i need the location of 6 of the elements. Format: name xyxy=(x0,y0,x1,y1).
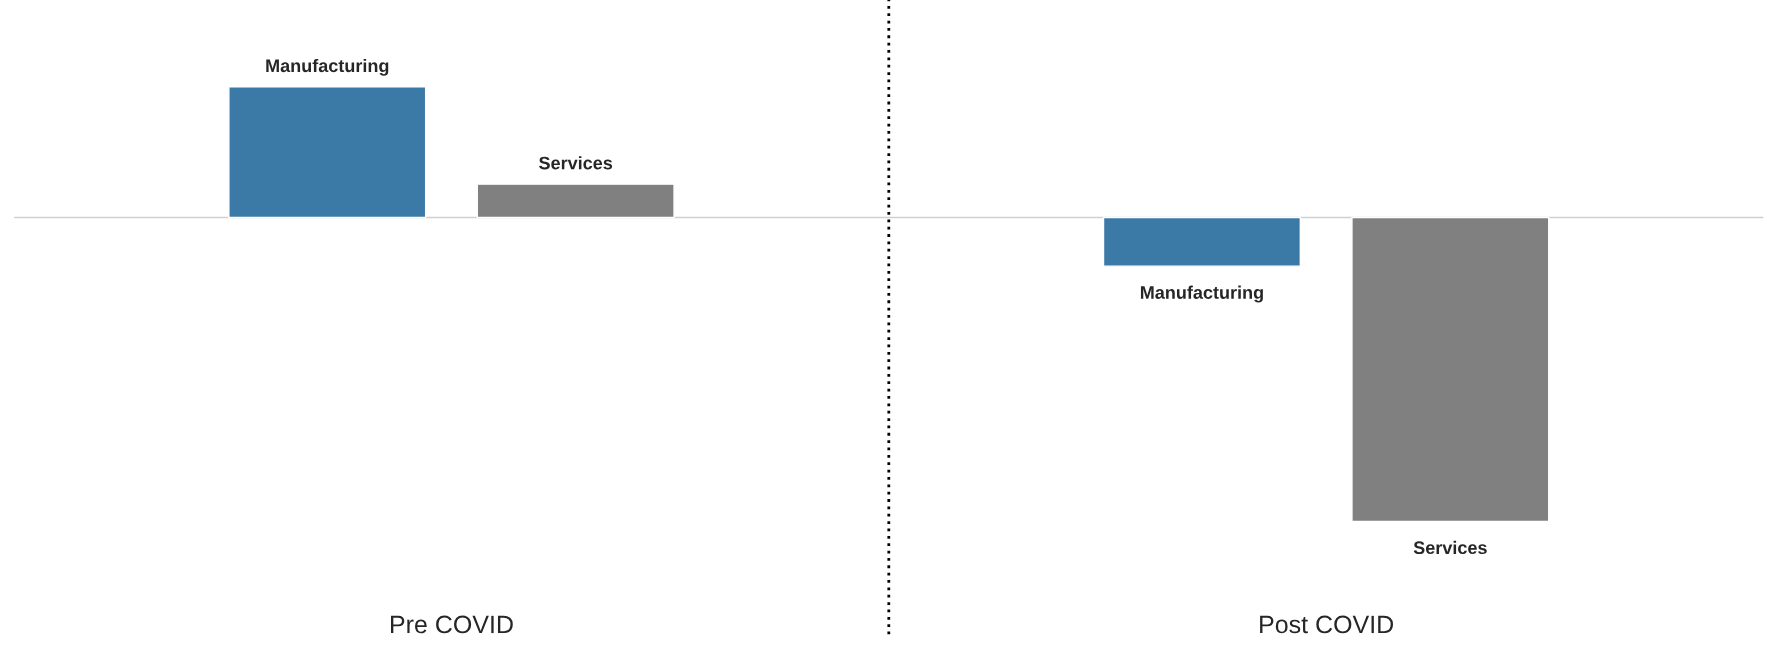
series-label: Services xyxy=(539,156,613,170)
x-tick-label: Post COVID xyxy=(1260,615,1394,634)
series-label: Manufacturing xyxy=(266,58,389,76)
text: Services xyxy=(1413,540,1487,555)
x-tick-label: Pre COVID xyxy=(391,615,513,634)
text: Manufacturing xyxy=(1140,285,1263,303)
